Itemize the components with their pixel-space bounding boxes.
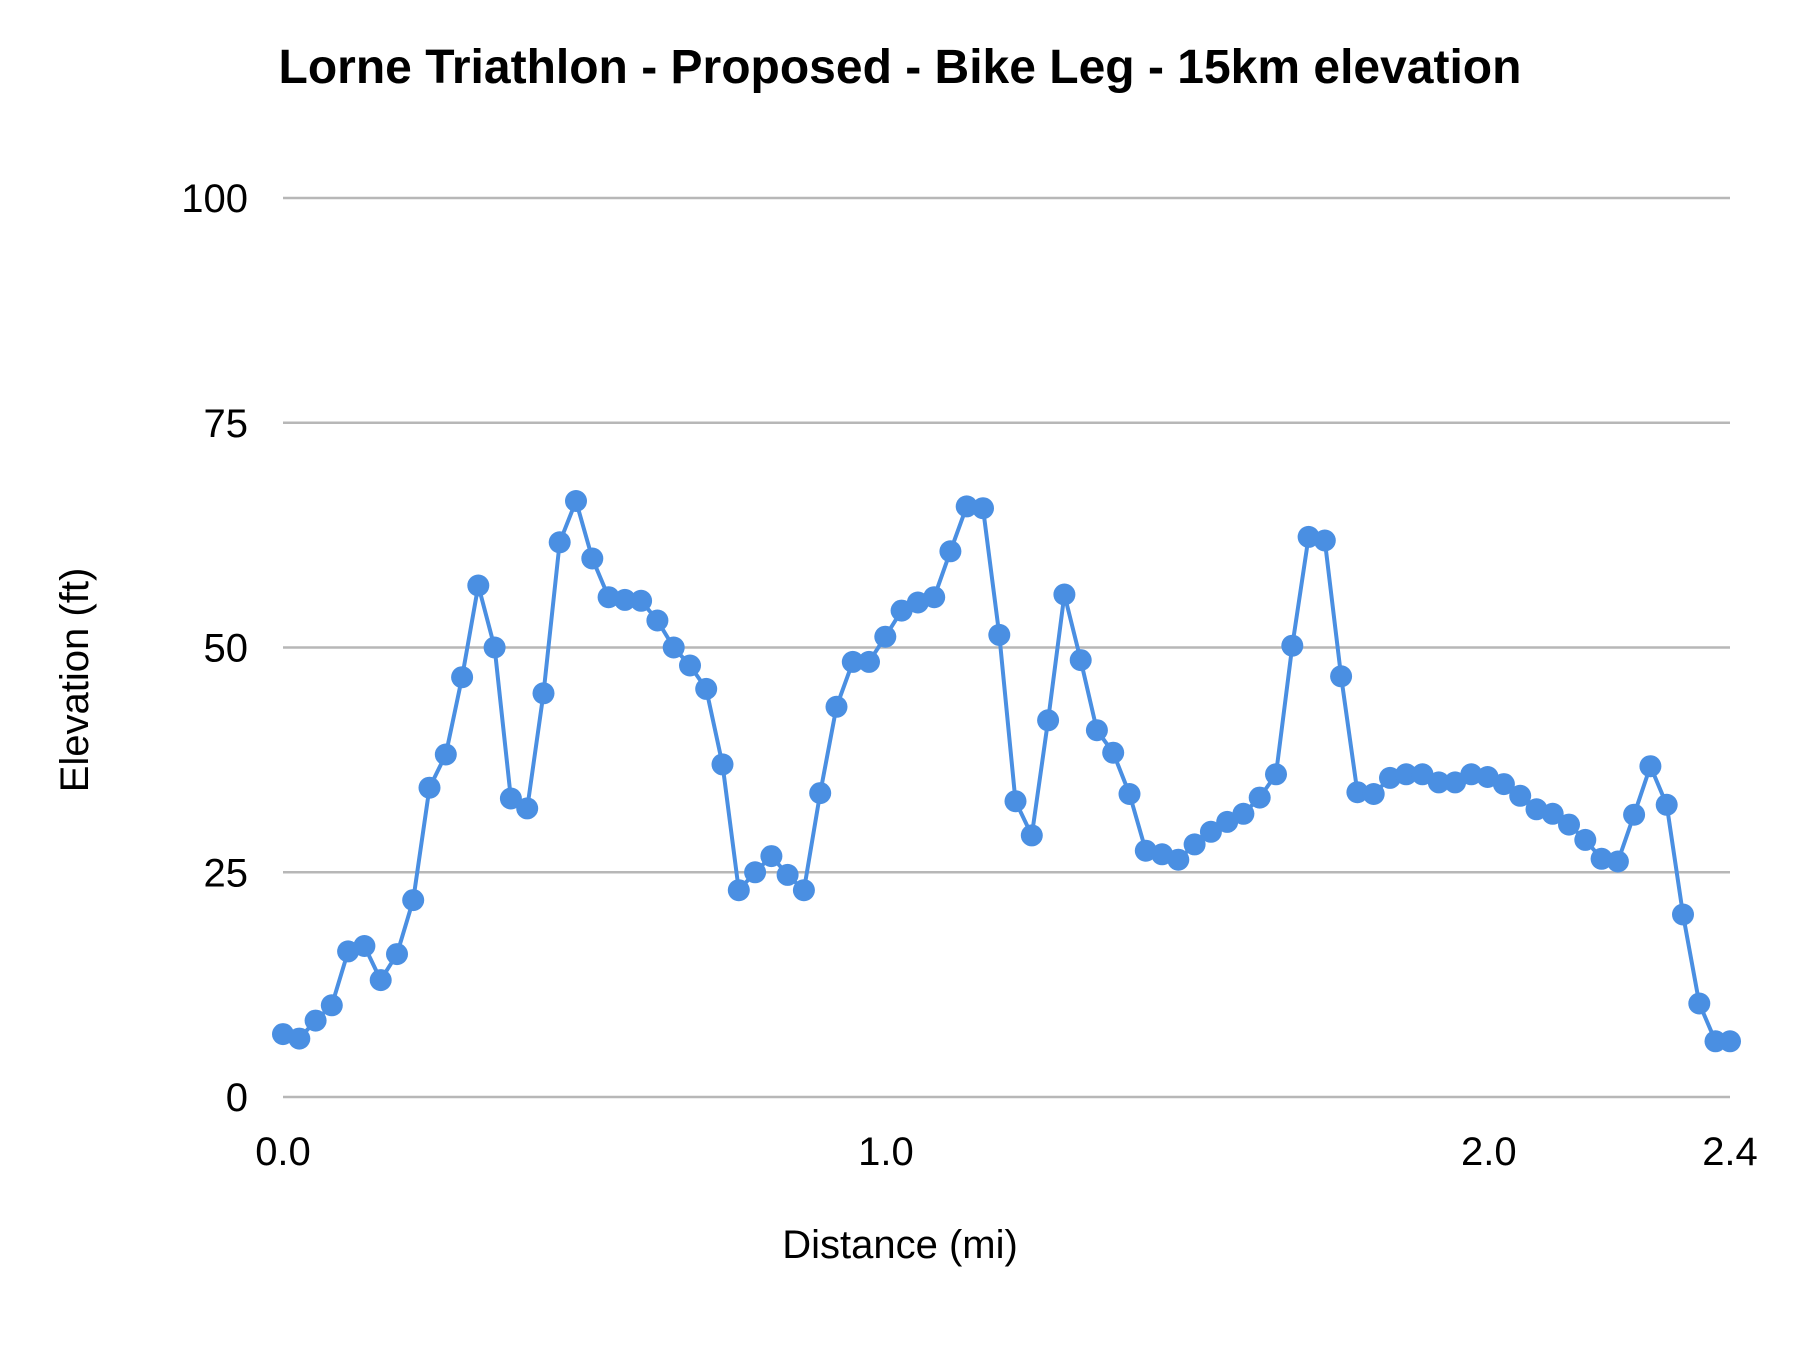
data-point (1281, 634, 1304, 657)
data-point (792, 879, 815, 902)
data-point (1655, 793, 1678, 816)
y-axis-ticks: 0 25 50 75 100 (181, 177, 248, 1120)
data-point (1623, 803, 1646, 826)
data-point (1492, 773, 1515, 796)
data-point (1313, 529, 1336, 552)
data-point (353, 935, 376, 957)
data-point (613, 588, 636, 611)
data-point (1427, 771, 1450, 794)
data-point (858, 650, 880, 673)
data-point (1444, 771, 1467, 794)
data-point (1053, 583, 1076, 606)
data-point (565, 490, 587, 512)
data-point (1672, 903, 1694, 926)
chart-title: Lorne Triathlon - Proposed - Bike Leg - … (279, 41, 1522, 94)
x-tick-label: 2.4 (1702, 1130, 1758, 1174)
data-point (451, 666, 474, 689)
data-point (1590, 847, 1613, 870)
data-point (1216, 810, 1239, 833)
data-point (320, 994, 343, 1017)
data-point (434, 743, 457, 766)
data-point (711, 753, 734, 776)
data-point (1265, 763, 1287, 786)
y-axis-label: Elevation (ft) (53, 568, 97, 793)
data-point (1232, 802, 1255, 825)
data-point (516, 797, 539, 820)
data-point (1346, 781, 1369, 804)
data-point (939, 540, 962, 563)
series-layer (272, 490, 1741, 1053)
data-point (1541, 802, 1564, 825)
data-point (988, 623, 1011, 646)
data-point (1688, 992, 1711, 1015)
data-point (1102, 741, 1125, 764)
y-tick-label: 25 (204, 851, 249, 895)
data-point (825, 695, 848, 718)
data-point (1362, 783, 1385, 805)
data-point (1183, 833, 1206, 856)
data-point (1085, 719, 1108, 742)
data-point (1004, 790, 1027, 813)
x-axis-label: Distance (mi) (782, 1223, 1018, 1267)
data-point (890, 599, 913, 622)
data-point (1574, 828, 1597, 851)
data-point (1037, 709, 1060, 732)
data-point (483, 636, 506, 659)
data-point (402, 889, 425, 912)
data-point (467, 574, 490, 597)
data-point (1118, 783, 1141, 805)
data-point (532, 682, 555, 705)
data-point (1020, 824, 1043, 847)
data-point (369, 969, 392, 992)
data-point (776, 863, 799, 886)
data-point (1069, 649, 1092, 672)
x-tick-label: 1.0 (858, 1130, 914, 1174)
data-point (1167, 848, 1190, 871)
data-point (1199, 820, 1222, 843)
data-point (744, 861, 767, 884)
data-point (1248, 786, 1271, 809)
data-point (1558, 813, 1580, 836)
data-point (1395, 763, 1418, 786)
data-point (874, 625, 897, 648)
data-point (1411, 763, 1434, 786)
data-point (695, 677, 718, 700)
y-tick-label: 75 (204, 402, 249, 446)
data-point (679, 654, 701, 677)
data-point (304, 1009, 327, 1032)
data-point (1460, 763, 1483, 786)
data-point (760, 845, 783, 868)
x-tick-label: 2.0 (1461, 1130, 1517, 1174)
data-point (1606, 850, 1629, 873)
data-point (548, 531, 571, 554)
data-point (809, 782, 832, 805)
data-point (972, 497, 994, 520)
data-point (386, 943, 408, 966)
data-point (1330, 665, 1353, 688)
data-point (288, 1027, 311, 1050)
x-tick-label: 0.0 (255, 1130, 311, 1174)
y-tick-label: 0 (226, 1076, 248, 1120)
data-point (1719, 1030, 1741, 1053)
data-point (630, 589, 653, 612)
data-point (923, 586, 946, 609)
gridlines (283, 196, 1730, 1099)
data-point (955, 495, 978, 518)
data-point (662, 636, 685, 659)
data-point (581, 547, 604, 570)
x-axis-ticks: 0.0 1.0 2.0 2.4 (255, 1130, 1758, 1174)
data-point (1639, 755, 1662, 778)
data-point (727, 879, 750, 902)
data-point (841, 650, 864, 673)
data-point (597, 586, 620, 609)
data-point (1509, 784, 1532, 807)
y-tick-label: 50 (204, 627, 249, 671)
series-line (282, 499, 1730, 1044)
data-point (499, 787, 522, 810)
data-point (646, 609, 669, 632)
y-tick-label: 100 (181, 177, 248, 221)
data-point (418, 776, 441, 799)
